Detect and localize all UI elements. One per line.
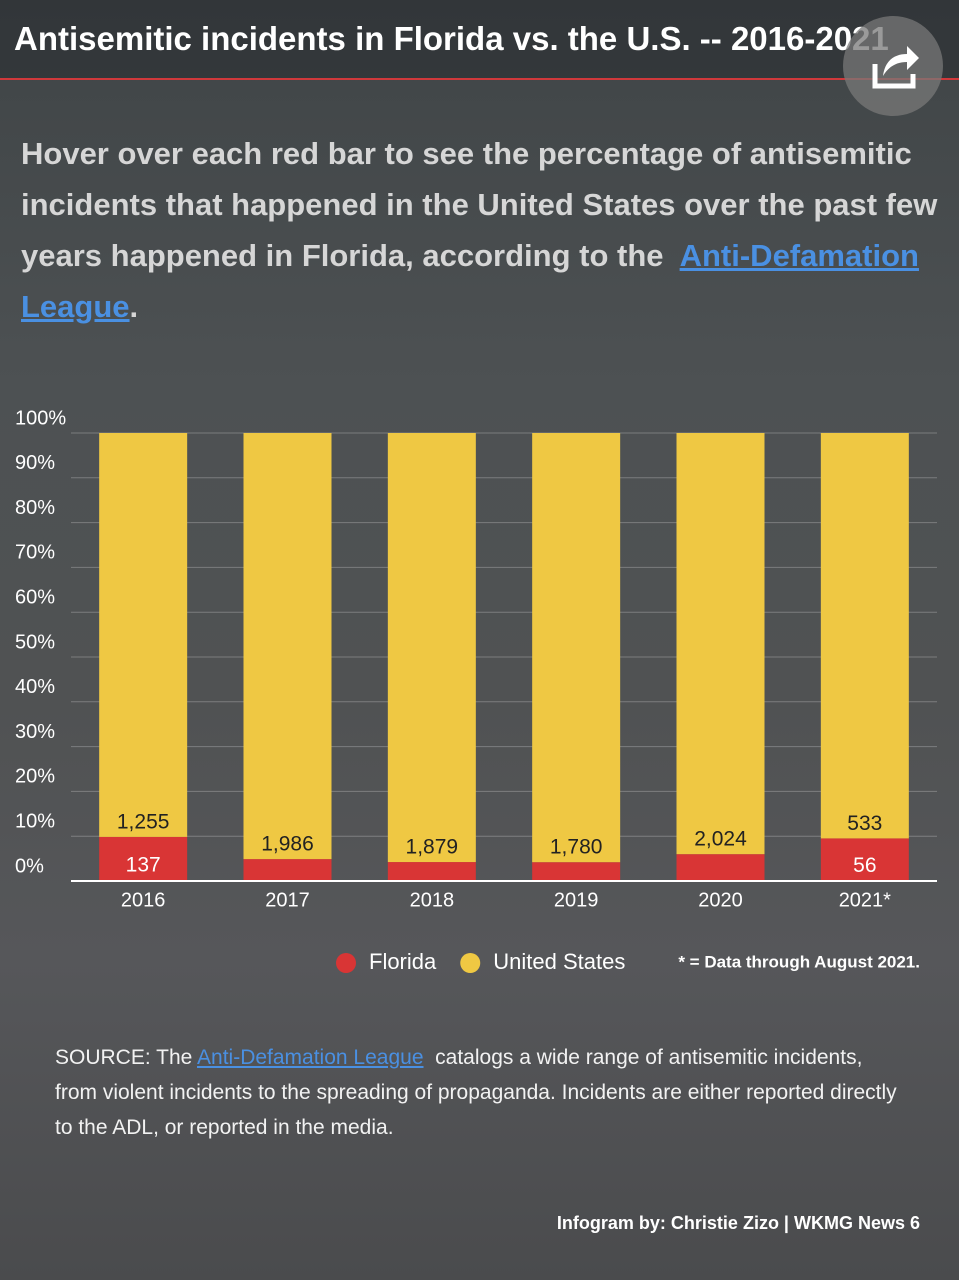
- legend-label: Florida: [369, 949, 437, 974]
- legend-label: United States: [493, 949, 625, 974]
- subtitle-end: .: [129, 289, 139, 324]
- legend-swatch: [336, 953, 356, 973]
- bar-segment: [676, 433, 765, 855]
- y-tick-label: 20%: [15, 766, 55, 788]
- source-start: SOURCE: The: [55, 1046, 193, 1069]
- data-label: 533: [847, 812, 882, 835]
- bar-segment: [99, 433, 188, 837]
- bar-segment: [820, 838, 909, 881]
- subtitle: Hover over each red bar to see the perce…: [21, 128, 957, 332]
- bar-segment: [532, 433, 621, 863]
- data-label: 137: [126, 854, 161, 877]
- bar-segment: [243, 433, 332, 860]
- share-icon: [872, 46, 919, 89]
- y-tick-label: 60%: [15, 586, 55, 608]
- credit: Infogram by: Christie Zizo | WKMG News 6: [556, 1213, 920, 1233]
- y-tick-label: 50%: [15, 631, 55, 653]
- data-label: 1,780: [550, 836, 603, 859]
- share-button[interactable]: [843, 16, 943, 116]
- y-tick-label: 100%: [15, 407, 66, 429]
- bar-segment: [820, 433, 909, 839]
- x-tick-label: 2021*: [839, 889, 891, 911]
- bar-segment: [676, 854, 765, 881]
- bar-segment: [243, 859, 332, 881]
- title-bar: Antisemitic incidents in Florida vs. the…: [0, 0, 959, 80]
- source-link[interactable]: Anti-Defamation League: [197, 1046, 424, 1069]
- data-label: 1,255: [117, 810, 170, 833]
- x-tick-label: 2019: [554, 889, 599, 911]
- y-tick-label: 90%: [15, 452, 55, 474]
- data-label: 1,879: [406, 836, 459, 859]
- title: Antisemitic incidents in Florida vs. the…: [14, 20, 889, 57]
- x-tick-label: 2016: [121, 889, 166, 911]
- data-label: 2,024: [694, 828, 747, 851]
- subtitle-text: Hover over each red bar to see the perce…: [21, 136, 938, 273]
- bar-segment: [387, 862, 476, 881]
- source: SOURCE: The Anti-Defamation League catal…: [55, 1040, 905, 1145]
- x-tick-label: 2020: [698, 889, 743, 911]
- y-tick-label: 10%: [15, 810, 55, 832]
- bar-segment: [99, 836, 188, 881]
- legend-swatch: [460, 953, 481, 973]
- x-tick-label: 2018: [410, 889, 455, 911]
- y-tick-label: 30%: [15, 721, 55, 743]
- subtitle-link[interactable]: Anti-Defamation League: [21, 238, 919, 324]
- y-tick-label: 70%: [15, 542, 55, 564]
- data-label: 1,986: [261, 833, 314, 856]
- y-tick-label: 80%: [15, 497, 55, 519]
- bar-segment: [387, 433, 476, 863]
- bar-segment: [532, 862, 621, 881]
- y-tick-label: 40%: [15, 676, 55, 698]
- y-tick-label: 0%: [15, 855, 44, 877]
- data-label: 56: [853, 854, 876, 877]
- source-rest: catalogs a wide range of antisemitic inc…: [55, 1046, 897, 1139]
- footnote: * = Data through August 2021.: [678, 952, 920, 971]
- x-tick-label: 2017: [265, 889, 310, 911]
